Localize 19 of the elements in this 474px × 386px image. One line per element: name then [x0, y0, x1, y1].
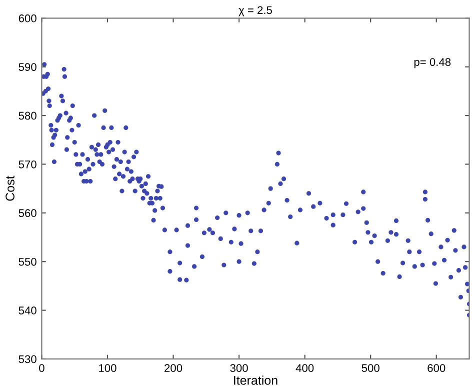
x-tick-label: 0: [39, 364, 44, 372]
x-tick-label: 400: [296, 364, 314, 372]
x-tick-label: 300: [230, 364, 248, 372]
y-tick-label: 580: [18, 112, 36, 120]
x-tick-label: 200: [164, 364, 182, 372]
chart-title: χ = 2.5: [238, 6, 272, 16]
x-tick-label: 600: [428, 364, 446, 372]
y-tick-label: 560: [18, 209, 36, 218]
y-tick-label: 550: [18, 258, 36, 266]
y-tick-label: 530: [18, 355, 36, 364]
annotation: p= 0.48: [414, 58, 451, 68]
x-tick-label: 100: [99, 364, 116, 372]
y-tick-label: 600: [18, 14, 36, 22]
y-tick-label: 570: [18, 160, 36, 168]
y-tick-label: 590: [18, 63, 36, 71]
y-axis-title: Cost: [6, 176, 14, 201]
x-axis-title: Iteration: [234, 376, 278, 385]
y-tick-label: 540: [18, 306, 36, 314]
x-tick-label: 500: [362, 364, 380, 372]
